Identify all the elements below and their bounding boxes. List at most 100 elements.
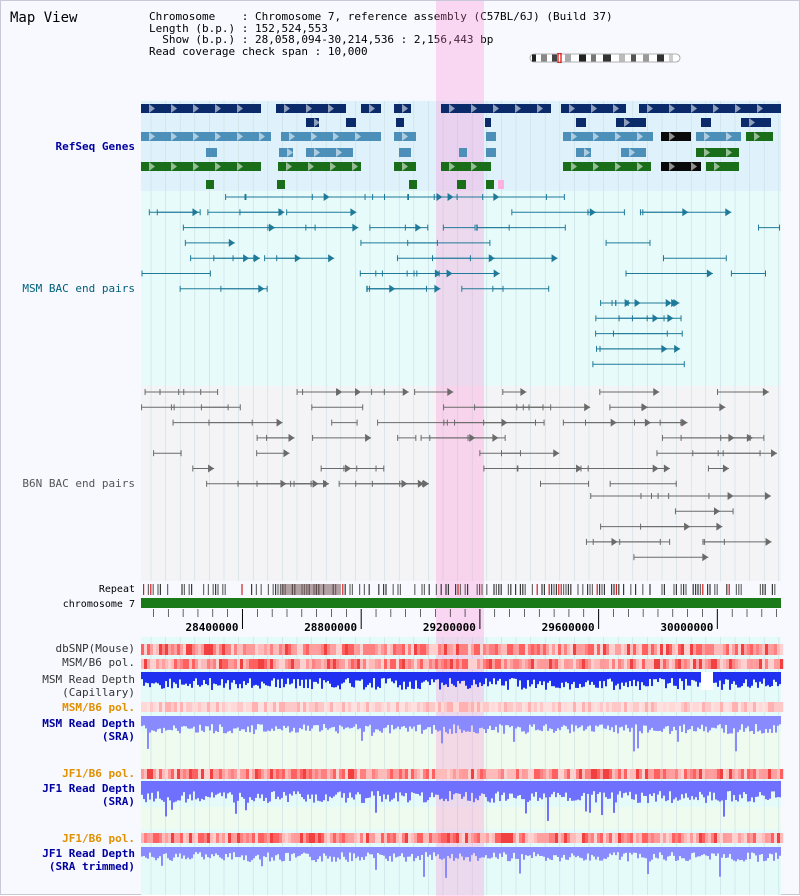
jf1-depth-sra-bar xyxy=(219,781,221,793)
msm-depth-sra-bar xyxy=(281,716,283,731)
jf1-depth-sra-bar xyxy=(519,781,521,795)
msm-b6-pol-cell xyxy=(621,659,625,669)
msm-b6-pol-cell xyxy=(570,659,574,669)
jf1-depth-trim-bar xyxy=(683,847,685,859)
msm-depth-cap-bar xyxy=(243,672,245,682)
dbsnp-cell xyxy=(339,644,343,655)
msm-depth-cap-bar xyxy=(309,672,311,680)
msm-depth-sra-bar xyxy=(763,716,765,734)
jf1-depth-trim-bar xyxy=(325,847,327,856)
jf1-depth-sra-bar xyxy=(619,781,621,792)
jf1-depth-trim-bar xyxy=(607,847,609,858)
jf1-depth-sra-bar xyxy=(605,781,607,798)
msm-b6-pol-cell xyxy=(354,659,358,669)
dbsnp-cell xyxy=(558,644,562,655)
msm-b6-pol-cell xyxy=(213,659,217,669)
msm-b6-pol-cell xyxy=(603,659,607,669)
dbsnp-cell xyxy=(261,644,265,655)
jf1-b6-pol-cell xyxy=(183,769,187,779)
msm-b6-pol-cell xyxy=(606,659,610,669)
jf1-depth-trim-bar xyxy=(427,847,429,857)
msm-b6-pol2-cell xyxy=(369,702,373,712)
jf1-depth-trim-bar xyxy=(775,847,777,853)
jf1-depth-trim-bar xyxy=(149,847,151,853)
jf1-depth-sra-bar xyxy=(735,781,737,801)
jf1-b6-pol2-cell xyxy=(474,833,478,843)
dbsnp-cell xyxy=(771,644,775,655)
msm-depth-cap-bar xyxy=(675,672,677,686)
msm-b6-pol-cell xyxy=(684,659,688,669)
repeat-element xyxy=(212,584,214,595)
repeat-element xyxy=(342,584,344,595)
b6n-bac-pair-arrow xyxy=(722,464,729,473)
msm-depth-sra-bar xyxy=(401,716,403,727)
jf1-depth-sra-bar xyxy=(233,781,235,803)
msm-depth-cap-bar xyxy=(493,672,495,679)
jf1-depth-trim-bar xyxy=(649,847,651,862)
jf1-b6-pol2-cell xyxy=(432,833,436,843)
dbsnp-cell xyxy=(222,644,226,655)
jf1-b6-pol-cell xyxy=(171,769,175,779)
jf1-depth-sra-bar xyxy=(221,781,223,797)
repeat-element xyxy=(277,584,279,595)
jf1-depth-sra-bar xyxy=(195,781,197,800)
msm-depth-sra-bar xyxy=(481,716,483,728)
msm-b6-pol2-cell xyxy=(426,702,430,712)
msm-bac-pair-arrow xyxy=(350,208,357,217)
refseq-gene xyxy=(206,180,214,189)
msm-depth-cap-bar xyxy=(729,672,731,690)
jf1-depth-sra-bar xyxy=(207,781,209,797)
msm-depth-sra-bar xyxy=(453,716,455,725)
jf1-b6-pol-cell xyxy=(762,769,766,779)
msm-depth-cap-bar xyxy=(141,672,143,680)
jf1-b6-pol-cell xyxy=(303,769,307,779)
msm-b6-pol-cell xyxy=(591,659,595,669)
msm-b6-pol2-cell xyxy=(660,702,664,712)
msm-b6-pol2-cell xyxy=(597,702,601,712)
msm-depth-sra-bar xyxy=(739,716,741,730)
jf1-depth-trim-bar xyxy=(331,847,333,862)
msm-depth-cap-bar xyxy=(673,672,675,686)
jf1-depth-trim-bar xyxy=(423,847,425,877)
jf1-depth-trim-bar xyxy=(731,847,733,860)
msm-depth-cap-bar xyxy=(193,672,195,682)
jf1-depth-sra-bar xyxy=(283,781,285,793)
refseq-gene xyxy=(306,118,319,127)
msm-b6-pol2-cell xyxy=(339,702,343,712)
jf1-depth-sra-bar xyxy=(443,781,445,802)
msm-depth-sra-bar xyxy=(293,716,295,728)
msm-depth-cap-bar xyxy=(449,672,451,679)
jf1-depth-trim-bar xyxy=(287,847,289,853)
repeat-element xyxy=(740,584,742,595)
jf1-b6-pol-cell xyxy=(498,769,502,779)
msm-bac-pair-arrow xyxy=(258,284,265,293)
jf1-depth-trim-bar xyxy=(559,847,561,862)
jf1-depth-sra-bar xyxy=(199,781,201,802)
jf1-depth-trim-bar xyxy=(241,847,243,856)
dbsnp-cell xyxy=(756,644,760,655)
refseq-gene xyxy=(706,162,739,171)
dbsnp-cell xyxy=(723,644,727,655)
msm-depth-cap-bar xyxy=(485,672,487,679)
dbsnp-cell xyxy=(177,644,181,655)
jf1-b6-pol-cell xyxy=(363,769,367,779)
jf1-b6-pol2-cell xyxy=(375,833,379,843)
gene-strand-arrow xyxy=(355,132,361,141)
msm-bac-pair-arrow xyxy=(253,254,260,263)
msm-b6-pol2-cell xyxy=(204,702,208,712)
chromosome-ideogram[interactable] xyxy=(529,53,681,63)
msm-b6-pol2-cell xyxy=(390,702,394,712)
msm-b6-pol2-cell xyxy=(192,702,196,712)
jf1-b6-pol-cell xyxy=(726,769,730,779)
jf1-depth-trim-bar xyxy=(195,847,197,853)
repeat-element xyxy=(414,584,416,595)
jf1-depth-trim-bar xyxy=(699,847,701,857)
msm-b6-pol2-cell xyxy=(585,702,589,712)
msm-depth-sra-bar xyxy=(625,716,627,725)
msm-b6-pol2-cell xyxy=(573,702,577,712)
jf1-b6-pol2-cell xyxy=(753,833,757,843)
msm-b6-pol-cell xyxy=(312,659,316,669)
msm-depth-sra-bar xyxy=(353,716,355,727)
jf1-depth-trim-bar xyxy=(561,847,563,858)
jf1-depth-sra-bar xyxy=(345,781,347,803)
